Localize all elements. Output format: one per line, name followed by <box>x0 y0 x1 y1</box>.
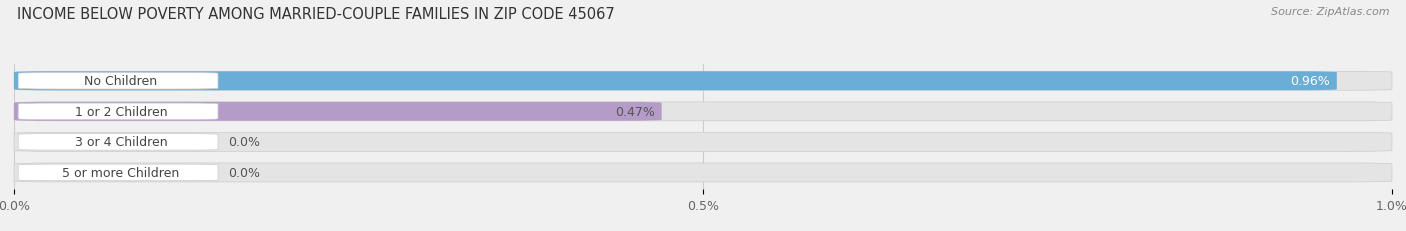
Text: INCOME BELOW POVERTY AMONG MARRIED-COUPLE FAMILIES IN ZIP CODE 45067: INCOME BELOW POVERTY AMONG MARRIED-COUPL… <box>17 7 614 22</box>
Text: No Children: No Children <box>84 75 157 88</box>
FancyBboxPatch shape <box>14 72 1392 91</box>
FancyBboxPatch shape <box>18 164 218 181</box>
Text: 0.47%: 0.47% <box>614 105 655 118</box>
Text: 3 or 4 Children: 3 or 4 Children <box>75 136 167 149</box>
FancyBboxPatch shape <box>14 163 1392 182</box>
FancyBboxPatch shape <box>14 133 1392 152</box>
FancyBboxPatch shape <box>18 73 218 90</box>
Text: 0.0%: 0.0% <box>228 166 260 179</box>
FancyBboxPatch shape <box>14 72 1337 91</box>
Text: 0.0%: 0.0% <box>228 136 260 149</box>
Text: 1 or 2 Children: 1 or 2 Children <box>75 105 167 118</box>
Text: Source: ZipAtlas.com: Source: ZipAtlas.com <box>1271 7 1389 17</box>
Text: 5 or more Children: 5 or more Children <box>62 166 180 179</box>
FancyBboxPatch shape <box>18 134 218 150</box>
FancyBboxPatch shape <box>18 104 218 120</box>
Text: 0.96%: 0.96% <box>1291 75 1330 88</box>
FancyBboxPatch shape <box>14 102 662 121</box>
FancyBboxPatch shape <box>14 102 1392 121</box>
